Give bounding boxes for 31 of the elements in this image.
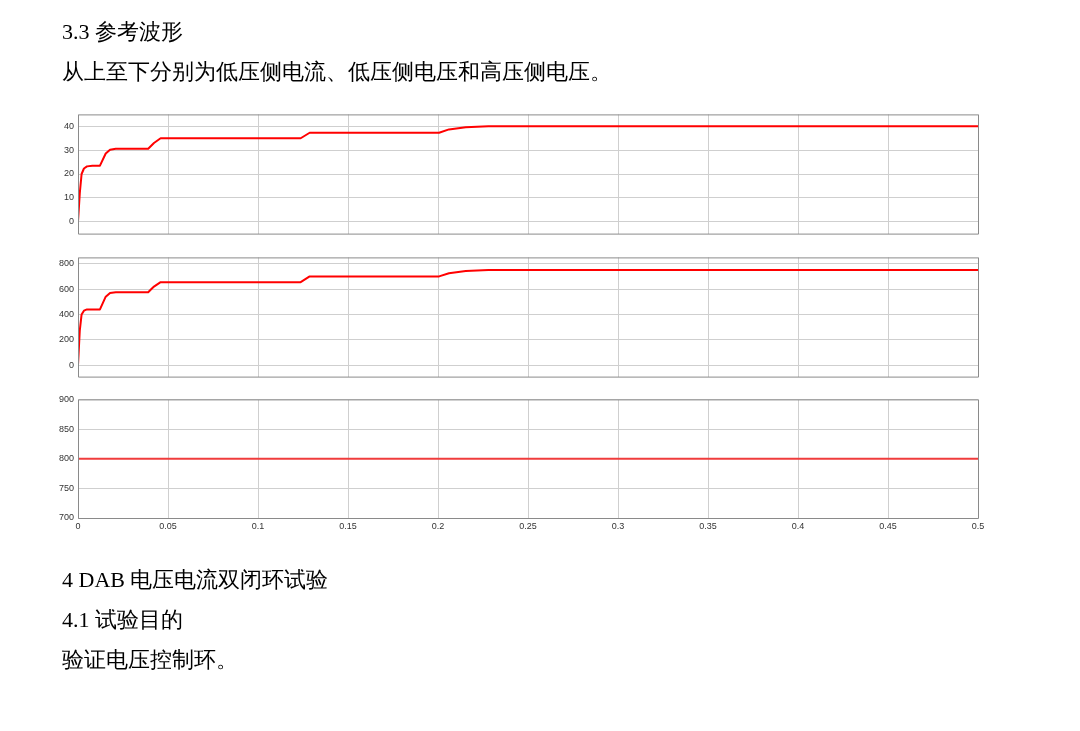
x-tick-label: 0.15 [339, 520, 357, 531]
y-tick-label: 900 [58, 393, 74, 404]
y-tick-label: 850 [58, 423, 74, 434]
x-tick-label: 0.1 [251, 520, 265, 531]
x-tick-label: 0.05 [159, 520, 177, 531]
x-tick-label: 0.4 [791, 520, 805, 531]
y-tick-label: 600 [58, 283, 74, 294]
y-tick-label: 200 [58, 334, 74, 345]
chart-title: 3.3 参考波形 [62, 18, 184, 46]
x-tick-label: 0.25 [519, 520, 537, 531]
x-tick-label: 0.35 [699, 520, 717, 531]
y-tick-label: 400 [58, 308, 74, 319]
y-tick-label: 750 [58, 482, 74, 493]
text: 验证电压控制环。 [62, 646, 239, 674]
x-tick-label: 0.2 [431, 520, 445, 531]
x-tick-label: 0 [75, 520, 81, 531]
y-tick-label: 10 [63, 192, 74, 203]
x-tick-label: 0.45 [879, 520, 897, 531]
y-tick-label: 20 [63, 168, 74, 179]
y-tick-label: 800 [58, 258, 74, 269]
y-tick-label: 0 [68, 216, 74, 227]
y-tick-label: 30 [63, 144, 74, 155]
y-tick-label: 40 [63, 120, 74, 131]
x-tick-label: 0.5 [971, 520, 985, 531]
chart-subtitle: 从上至下分别为低压侧电流、低压侧电压和高压侧电压。 [62, 58, 613, 86]
y-tick-label: 700 [58, 512, 74, 523]
text: 4.1 试验目的 [62, 606, 184, 634]
y-tick-label: 800 [58, 453, 74, 464]
x-tick-label: 0.3 [611, 520, 625, 531]
y-tick-label: 0 [68, 359, 74, 370]
text: 4 DAB 电压电流双闭环试验 [62, 566, 330, 594]
